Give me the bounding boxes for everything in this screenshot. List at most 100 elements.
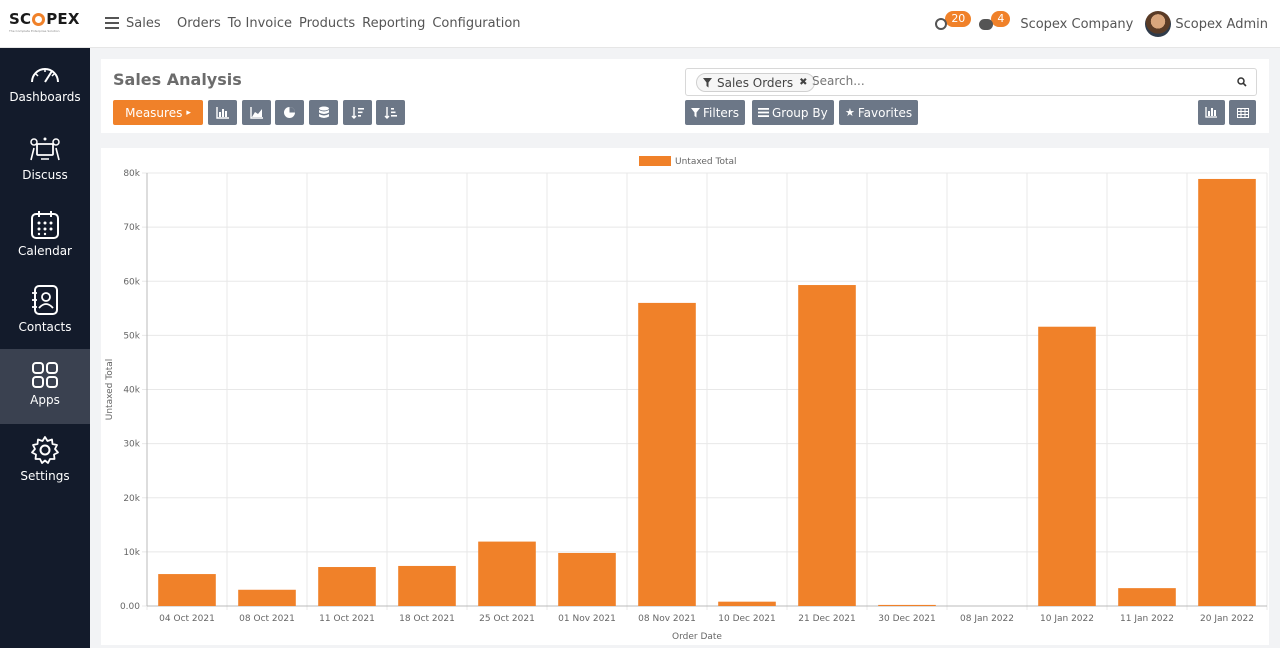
logo-o-mark (32, 13, 46, 26)
graph-view-button[interactable] (1198, 100, 1225, 125)
left-sidebar: Dashboards Discuss Calendar Contacts (0, 48, 90, 648)
menu-reporting[interactable]: Reporting (362, 16, 426, 31)
sidebar-item-settings[interactable]: Settings (0, 435, 90, 497)
menu-configuration[interactable]: Configuration (432, 16, 521, 31)
logo-tagline: The Complete Enterprise Solution (9, 29, 60, 33)
company-logo[interactable]: SC PEX The Complete Enterprise Solution (9, 12, 89, 36)
bar-11 (1038, 326, 1096, 606)
y-axis-title: Untaxed Total (105, 359, 115, 421)
remove-facet-close-icon[interactable]: ✖ (799, 77, 808, 88)
sidebar-item-apps[interactable]: Apps (0, 349, 90, 424)
measures-label: Measures (125, 105, 183, 120)
bar-chart-icon (215, 106, 229, 119)
message-count-badge: 4 (991, 11, 1011, 27)
facet-label: Sales Orders (717, 75, 794, 90)
sidebar-label-discuss: Discuss (22, 168, 68, 182)
area-chart-icon (249, 106, 263, 119)
hamburger-menu-icon[interactable] (105, 17, 119, 29)
y-tick-label: 70k (123, 223, 140, 233)
sidebar-label-dashboards: Dashboards (9, 90, 81, 104)
bar-12 (1118, 588, 1176, 606)
pie-chart-icon (284, 107, 295, 118)
x-tick-label: 20 Jan 2022 (1200, 614, 1254, 624)
x-tick-label: 21 Dec 2021 (798, 614, 856, 624)
logo-text-left: SC (9, 10, 32, 28)
x-tick-label: 08 Jan 2022 (960, 614, 1014, 624)
app-name-link[interactable]: Sales (126, 16, 161, 31)
groupby-dropdown-button[interactable]: Group By (752, 100, 834, 125)
sidebar-label-calendar: Calendar (18, 244, 72, 258)
sidebar-label-settings: Settings (20, 469, 70, 483)
x-tick-label: 11 Oct 2021 (319, 614, 375, 624)
star-icon: ★ (845, 106, 855, 119)
bar-1 (238, 589, 296, 606)
bar-6 (638, 302, 696, 606)
legend-label: Untaxed Total (675, 157, 737, 167)
y-tick-label: 80k (123, 169, 140, 179)
bar-chart-icon (1205, 107, 1217, 118)
menu-products[interactable]: Products (299, 16, 356, 31)
x-tick-label: 18 Oct 2021 (399, 614, 455, 624)
sidebar-item-calendar[interactable]: Calendar (0, 210, 90, 272)
sidebar-item-discuss[interactable]: Discuss (0, 136, 90, 198)
user-menu[interactable]: Scopex Admin (1175, 16, 1268, 32)
logo-text-right: PEX (46, 10, 80, 28)
graph-view: 0.00 10k 20k 30k 40k 50k 60k 70k 80k 04 Oct 2021 0… (101, 148, 1269, 645)
filter-funnel-icon (703, 77, 712, 87)
contacts-icon (32, 285, 58, 315)
search-bar: Sales Orders ✖ (685, 68, 1257, 96)
x-tick-label: 25 Oct 2021 (479, 614, 535, 624)
favorites-label: Favorites (857, 105, 913, 120)
stacked-button[interactable] (309, 100, 338, 125)
bar-chart-button[interactable] (208, 100, 237, 125)
menu-to-invoice[interactable]: To Invoice (227, 16, 293, 31)
discuss-icon (30, 137, 60, 161)
y-tick-label: 50k (123, 331, 140, 341)
y-tick-label: 20k (123, 494, 140, 504)
filters-dropdown-button[interactable]: Filters (685, 100, 745, 125)
filters-label: Filters (703, 105, 739, 120)
company-switcher[interactable]: Scopex Company (1020, 16, 1134, 32)
activity-clock-icon[interactable] (935, 18, 948, 30)
menu-orders[interactable]: Orders (177, 16, 221, 31)
x-tick-label: 01 Nov 2021 (558, 614, 616, 624)
list-bars-icon (758, 108, 769, 117)
x-tick-label: 08 Nov 2021 (638, 614, 696, 624)
sidebar-item-dashboards[interactable]: Dashboards (0, 62, 90, 124)
bar-2 (318, 567, 376, 606)
groupby-label: Group By (772, 105, 828, 120)
bar-8 (798, 285, 856, 606)
caret-right-icon: ▸ (186, 107, 191, 118)
top-navbar: SC PEX The Complete Enterprise Solution … (0, 0, 1280, 48)
apps-grid-icon (32, 362, 58, 388)
calendar-icon (31, 211, 59, 239)
y-tick-label: 60k (123, 277, 140, 287)
search-input[interactable] (812, 74, 1212, 88)
favorites-dropdown-button[interactable]: ★ Favorites (839, 100, 919, 125)
control-panel: Sales Analysis Measures ▸ Sales Orders ✖… (101, 59, 1269, 133)
bar-9 (878, 604, 936, 606)
sidebar-item-contacts[interactable]: Contacts (0, 284, 90, 346)
bar-7 (718, 601, 776, 606)
messages-chat-icon[interactable] (979, 18, 994, 30)
user-avatar[interactable] (1145, 11, 1172, 37)
sort-ascending-button[interactable] (376, 100, 405, 125)
table-grid-icon (1236, 107, 1249, 118)
bar-4 (478, 541, 536, 606)
pivot-view-button[interactable] (1229, 100, 1256, 125)
bar-chart: 0.00 10k 20k 30k 40k 50k 60k 70k 80k 04 Oct 2021 0… (105, 156, 1268, 642)
bar-0 (158, 574, 216, 606)
line-chart-button[interactable] (242, 100, 271, 125)
y-tick-label: 0.00 (120, 602, 140, 612)
x-tick-label: 30 Dec 2021 (878, 614, 936, 624)
search-facet-sales-orders[interactable]: Sales Orders ✖ (696, 73, 815, 92)
x-tick-label: 10 Jan 2022 (1040, 614, 1094, 624)
bar-3 (398, 565, 456, 606)
search-icon[interactable] (1237, 77, 1247, 87)
pie-chart-button[interactable] (275, 100, 304, 125)
main-menu: Orders To Invoice Products Reporting Con… (177, 16, 521, 31)
measures-button[interactable]: Measures ▸ (113, 100, 203, 125)
y-tick-label: 10k (123, 548, 140, 558)
sort-descending-button[interactable] (343, 100, 372, 125)
bar-13 (1198, 178, 1256, 607)
